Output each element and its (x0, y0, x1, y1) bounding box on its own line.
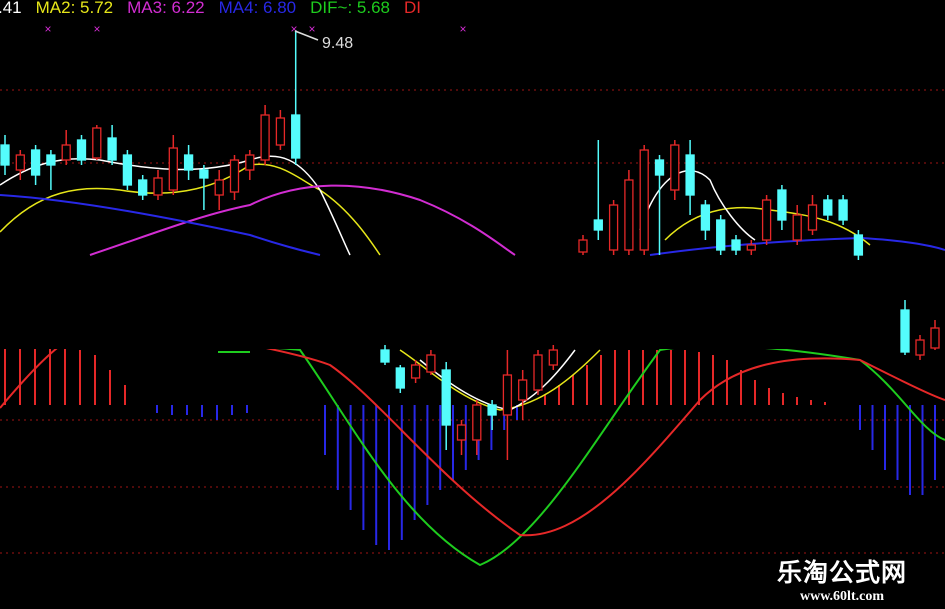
ma1-line (639, 169, 756, 241)
candle-up (807, 204, 818, 231)
legend-dif: DIF~: 5.68 (310, 0, 390, 17)
legend-ma3: MA3: 6.22 (127, 0, 205, 17)
candle-up (608, 204, 619, 251)
candle-up (275, 117, 286, 146)
candle-up (792, 214, 802, 241)
candle-down (122, 154, 133, 186)
candle-down (731, 239, 741, 251)
candle-up (92, 127, 102, 159)
signal-marker: × (44, 22, 51, 36)
candle-up (229, 159, 240, 193)
candle-down (76, 139, 87, 161)
high-pointer (294, 30, 319, 41)
candle-up (168, 147, 178, 191)
signal-marker: × (290, 22, 297, 36)
candle-down (46, 154, 56, 166)
candle-down (593, 219, 603, 231)
candle-down (823, 199, 833, 216)
legend-dea: DI (404, 0, 421, 17)
candle-up (245, 154, 255, 171)
candle-up (761, 199, 772, 241)
candle-down (30, 149, 41, 176)
legend-ma4: MA4: 6.80 (218, 0, 297, 17)
candle-up (518, 379, 528, 401)
candle-down (853, 234, 864, 256)
candle-down (380, 349, 390, 363)
candle-down (395, 367, 405, 389)
candle-down (0, 144, 10, 166)
signal-marker: × (459, 22, 466, 36)
candle-down (441, 369, 451, 426)
ma4-line (649, 236, 945, 256)
candle-up (670, 144, 680, 191)
ma3-line (89, 184, 516, 256)
watermark: 乐淘公式网 www.60lt.com (777, 553, 907, 605)
signal-marker: × (308, 22, 315, 36)
candle-down (183, 154, 194, 171)
candle-up (624, 179, 634, 251)
ma4-line (0, 194, 321, 256)
candle-up (153, 177, 163, 196)
candle-up (746, 244, 756, 251)
legend-ma2: MA2: 5.72 (35, 0, 114, 17)
candle-up (214, 179, 224, 196)
candle-down (107, 137, 117, 161)
dif-line (0, 320, 945, 567)
candle-down (199, 169, 209, 179)
candle-down (138, 179, 148, 196)
legend-ma1: .41 (0, 0, 22, 17)
watermark-name: 乐淘公式网 (777, 558, 908, 587)
ma2-line (0, 163, 381, 256)
candle-up (456, 424, 467, 441)
candle-up (639, 149, 649, 251)
candle-down (700, 204, 711, 231)
signal-marker: × (93, 22, 100, 36)
candle-up (578, 239, 588, 253)
candle-up (472, 404, 482, 441)
candle-down (487, 404, 497, 416)
candle-up (410, 364, 421, 379)
candle-up (15, 154, 25, 171)
candle-down (654, 159, 665, 176)
high-price-label: 9.48 (322, 35, 353, 52)
mask-band (0, 256, 945, 349)
candle-up (61, 144, 71, 161)
watermark-url: www.60lt.com (800, 589, 884, 604)
candle-up (533, 354, 543, 391)
candle-down (900, 309, 910, 353)
candle-up (548, 349, 558, 366)
candle-up (426, 354, 436, 373)
candle-down (777, 189, 787, 221)
candle-down (291, 114, 301, 159)
indicator-legend: .41 MA2: 5.72 MA3: 6.22 MA4: 6.80 DIF~: 5.68… (0, 0, 435, 18)
candle-down (838, 199, 848, 221)
candle-up (502, 374, 513, 416)
candle-down (716, 219, 726, 251)
candle-down (685, 154, 695, 196)
candle-up (915, 339, 925, 356)
candle-up (260, 114, 270, 161)
candle-up (930, 327, 940, 349)
